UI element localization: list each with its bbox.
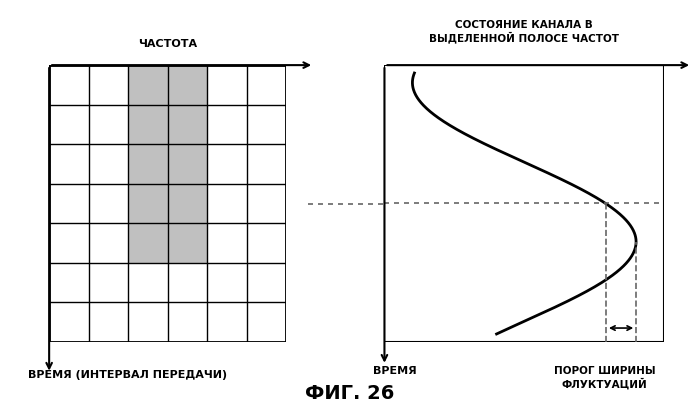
Text: ПОРОГ ШИРИНЫ
ФЛУКТУАЦИЙ: ПОРОГ ШИРИНЫ ФЛУКТУАЦИЙ (554, 366, 656, 390)
Bar (128, 144, 168, 184)
Text: ВРЕМЯ (ИНТЕРВАЛ ПЕРЕДАЧИ): ВРЕМЯ (ИНТЕРВАЛ ПЕРЕДАЧИ) (28, 370, 227, 381)
Bar (128, 184, 168, 223)
Bar (168, 65, 208, 105)
Bar (128, 65, 168, 105)
Text: ФИГ. 26: ФИГ. 26 (305, 384, 394, 403)
Bar (168, 144, 208, 184)
Bar (128, 223, 168, 263)
Text: СОСТОЯНИЕ КАНАЛА В
ВЫДЕЛЕННОЙ ПОЛОСЕ ЧАСТОТ: СОСТОЯНИЕ КАНАЛА В ВЫДЕЛЕННОЙ ПОЛОСЕ ЧАС… (429, 20, 619, 44)
Bar (128, 105, 168, 144)
Bar (168, 105, 208, 144)
Text: ЧАСТОТА: ЧАСТОТА (138, 39, 197, 49)
Bar (168, 184, 208, 223)
Bar (168, 223, 208, 263)
Text: ВРЕМЯ: ВРЕМЯ (373, 366, 417, 376)
